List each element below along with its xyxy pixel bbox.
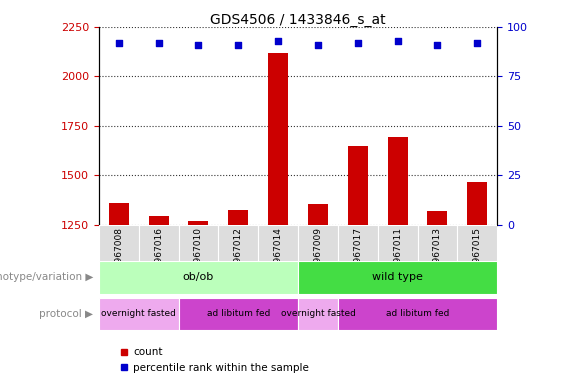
Bar xyxy=(418,225,458,284)
Text: GSM967009: GSM967009 xyxy=(314,227,323,282)
Bar xyxy=(378,225,418,284)
Bar xyxy=(99,225,139,284)
Bar xyxy=(99,298,179,330)
Text: protocol ▶: protocol ▶ xyxy=(39,309,93,319)
Bar xyxy=(338,298,497,330)
Bar xyxy=(428,211,447,225)
Bar xyxy=(149,216,168,225)
Text: GSM967016: GSM967016 xyxy=(154,227,163,282)
Bar xyxy=(268,53,288,225)
Point xyxy=(393,38,402,44)
Text: GSM967014: GSM967014 xyxy=(273,227,282,282)
Text: genotype/variation ▶: genotype/variation ▶ xyxy=(0,272,93,283)
Text: GSM967010: GSM967010 xyxy=(194,227,203,282)
Text: ob/ob: ob/ob xyxy=(183,272,214,283)
Bar xyxy=(348,146,368,225)
Bar xyxy=(298,298,338,330)
Text: overnight fasted: overnight fasted xyxy=(280,310,355,318)
Bar xyxy=(228,210,248,225)
Point xyxy=(314,41,323,48)
Bar xyxy=(298,225,338,284)
Bar xyxy=(179,298,298,330)
Text: wild type: wild type xyxy=(372,272,423,283)
Bar xyxy=(189,221,208,225)
Bar xyxy=(467,182,487,225)
Point xyxy=(433,41,442,48)
Text: GSM967008: GSM967008 xyxy=(114,227,123,282)
Text: ad libitum fed: ad libitum fed xyxy=(207,310,270,318)
Bar xyxy=(99,261,298,294)
Bar xyxy=(308,204,328,225)
Point xyxy=(154,40,163,46)
Legend: count, percentile rank within the sample: count, percentile rank within the sample xyxy=(115,343,313,377)
Point xyxy=(473,40,482,46)
Point xyxy=(353,40,362,46)
Text: GSM967017: GSM967017 xyxy=(353,227,362,282)
Bar xyxy=(388,137,407,225)
Text: GSM967012: GSM967012 xyxy=(234,227,243,282)
Point xyxy=(114,40,123,46)
Text: ad libitum fed: ad libitum fed xyxy=(386,310,449,318)
Bar xyxy=(109,203,129,225)
Bar xyxy=(298,261,497,294)
Bar xyxy=(139,225,179,284)
Bar xyxy=(338,225,378,284)
Point xyxy=(273,38,282,44)
Bar xyxy=(179,225,219,284)
Text: overnight fasted: overnight fasted xyxy=(101,310,176,318)
Text: GSM967013: GSM967013 xyxy=(433,227,442,282)
Text: GDS4506 / 1433846_s_at: GDS4506 / 1433846_s_at xyxy=(210,13,386,27)
Bar xyxy=(458,225,497,284)
Point xyxy=(234,41,243,48)
Point xyxy=(194,41,203,48)
Text: GSM967015: GSM967015 xyxy=(473,227,482,282)
Bar xyxy=(258,225,298,284)
Text: GSM967011: GSM967011 xyxy=(393,227,402,282)
Bar xyxy=(219,225,258,284)
